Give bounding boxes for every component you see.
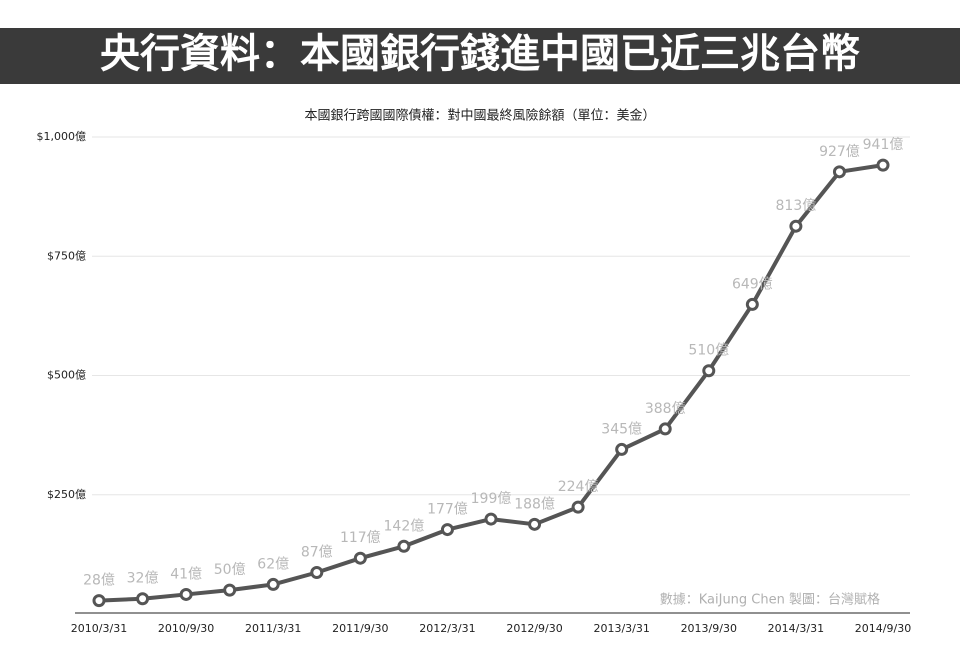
data-label: 62億 xyxy=(257,556,289,572)
data-point xyxy=(615,442,629,456)
data-point xyxy=(223,583,237,597)
data-label: 224億 xyxy=(558,479,599,495)
data-point xyxy=(571,500,585,514)
data-label: 117億 xyxy=(340,530,381,546)
data-point xyxy=(397,539,411,553)
data-label: 28億 xyxy=(83,573,115,589)
data-point xyxy=(528,517,542,531)
data-point xyxy=(876,158,890,172)
data-label: 188億 xyxy=(514,496,555,512)
data-point xyxy=(789,219,803,233)
data-label: 87億 xyxy=(301,545,333,561)
data-point xyxy=(702,364,716,378)
x-tick-label: 2013/9/30 xyxy=(681,622,737,635)
data-label: 813億 xyxy=(776,198,817,214)
x-tick-label: 2012/3/31 xyxy=(419,622,475,635)
y-tick-label: $250億 xyxy=(47,488,86,501)
y-tick-label: $1,000億 xyxy=(37,130,87,143)
data-point xyxy=(440,523,454,537)
data-label: 32億 xyxy=(127,571,159,587)
data-label: 649億 xyxy=(732,276,773,292)
x-tick-label: 2011/3/31 xyxy=(245,622,301,635)
data-label: 345億 xyxy=(601,421,642,437)
data-label: 510億 xyxy=(688,343,729,359)
data-label: 199億 xyxy=(471,491,512,507)
data-point xyxy=(92,594,106,608)
chart-subtitle: 本國銀行跨國國際債權：對中國最終風險餘額（單位：美金） xyxy=(304,108,655,124)
x-tick-label: 2011/9/30 xyxy=(332,622,388,635)
series-line xyxy=(98,163,884,603)
data-point xyxy=(310,566,324,580)
data-label: 41億 xyxy=(170,566,202,582)
chart-title: 央行資料：本國銀行錢進中國已近三兆台幣 xyxy=(100,30,860,77)
data-label: 177億 xyxy=(427,502,468,518)
x-tick-label: 2013/3/31 xyxy=(593,622,649,635)
y-tick-label: $500億 xyxy=(47,369,86,382)
data-point xyxy=(266,577,280,591)
title-bar xyxy=(0,28,960,84)
data-label: 142億 xyxy=(384,518,425,534)
data-label: 50億 xyxy=(214,562,246,578)
data-label: 927億 xyxy=(819,144,860,160)
data-point xyxy=(745,297,759,311)
x-tick-label: 2010/3/31 xyxy=(71,622,127,635)
data-point xyxy=(832,165,846,179)
data-point xyxy=(658,422,672,436)
data-label: 941億 xyxy=(863,137,904,153)
x-tick-label: 2012/9/30 xyxy=(506,622,562,635)
x-tick-label: 2014/3/31 xyxy=(768,622,824,635)
data-point xyxy=(484,512,498,526)
source-note: 數據：KaiJung Chen 製圖：台灣賦格 xyxy=(660,592,880,608)
x-tick-label: 2010/9/30 xyxy=(158,622,214,635)
data-point xyxy=(353,551,367,565)
x-tick-label: 2014/9/30 xyxy=(855,622,911,635)
y-tick-label: $750億 xyxy=(47,249,86,262)
data-label: 388億 xyxy=(645,401,686,417)
data-point xyxy=(179,587,193,601)
data-point xyxy=(136,592,150,606)
